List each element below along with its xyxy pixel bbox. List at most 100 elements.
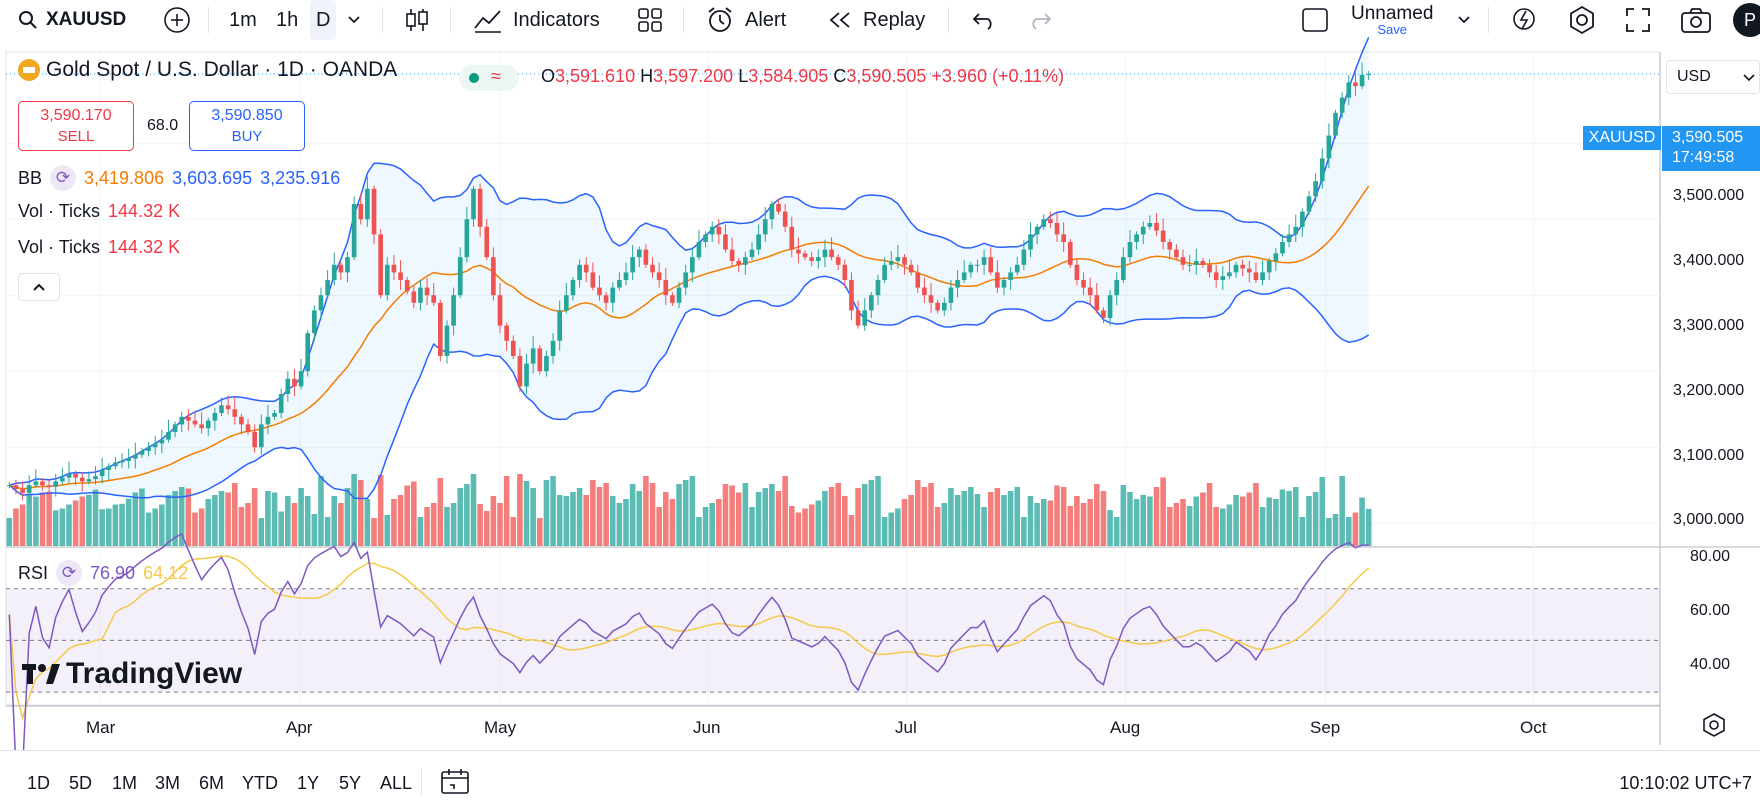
range-1m[interactable]: 1M [112,773,138,793]
price-tick: 3,000.000 [1673,511,1745,528]
candle-body [1266,261,1272,273]
interval-1h[interactable]: 1h [276,0,298,40]
volume-bar [802,508,808,546]
range-ytd[interactable]: YTD [242,773,278,793]
candle-body [93,476,98,480]
volume-legend[interactable]: Vol · Ticks 144.32 K [18,201,180,222]
candle-body [981,257,987,265]
volume-bar [1279,489,1286,546]
tradingview-logo[interactable]: TradingView [22,657,242,691]
buy-button[interactable]: 3,590.850 BUY [189,101,305,151]
templates-button[interactable] [637,0,663,40]
alert-button[interactable]: Alert [705,0,786,40]
interval-d[interactable]: D [310,0,337,40]
quick-search-button[interactable] [1510,0,1540,40]
candle-body [1140,226,1146,235]
candle-body [849,280,854,311]
candle-body [1134,234,1139,242]
volume-bar [251,488,258,546]
range-1d[interactable]: 1D [27,773,51,793]
candle-body [882,264,887,280]
candle-body [802,253,808,258]
candle-body [66,473,72,478]
gear-icon [1703,713,1725,737]
candle-body [902,257,907,265]
replay-button[interactable]: Replay [827,0,925,40]
layout-name-button[interactable]: Unnamed Save [1351,0,1433,40]
range-all[interactable]: ALL [380,773,413,793]
candle-body [99,470,105,477]
undo-button[interactable] [971,0,997,40]
candle-body [749,249,755,258]
candle-body [199,424,204,429]
volume-bar [470,474,477,546]
interval-dropdown[interactable] [347,0,361,40]
range-1y[interactable]: 1Y [297,773,320,793]
candle-body [119,460,125,463]
candle-body [166,432,171,440]
candle-body [106,466,112,470]
volume-bar [46,491,52,546]
volume-bar [391,499,397,546]
chart-type-button[interactable] [404,0,430,40]
volume-bar [1253,483,1259,546]
refresh-icon[interactable]: ⟳ [56,560,83,586]
volume-bar [543,480,550,546]
range-6m[interactable]: 6M [199,773,225,793]
candle-body [245,424,251,432]
price-tick: 3,400.000 [1673,252,1745,269]
candle-body [6,485,12,487]
timezone-clock[interactable]: 10:10:02 UTC+7 [1619,773,1752,793]
range-5d[interactable]: 5D [69,773,93,793]
currency-select[interactable]: USD [1666,60,1760,94]
gold-icon [18,59,40,81]
volume-legend[interactable]: Vol · Ticks 144.32 K [18,237,180,258]
layout-checkbox[interactable] [1301,0,1329,40]
volume-bar [1054,485,1060,546]
compare-button[interactable] [163,0,191,40]
range-5y[interactable]: 5Y [339,773,362,793]
volume-bar [165,495,172,546]
volume-bar [13,508,19,546]
candle-body [391,264,397,273]
candle-body [1048,219,1053,223]
market-status-pill[interactable]: ≈ [459,65,519,91]
volume-bar [331,496,338,546]
settings-button[interactable] [1567,0,1597,40]
volume-bar [198,508,205,546]
volume-bar [503,476,510,546]
candle-body [517,356,523,387]
fullscreen-button[interactable] [1625,0,1651,40]
user-avatar[interactable]: P [1733,0,1760,40]
collapse-legend-button[interactable] [18,273,60,301]
range-3m[interactable]: 3M [155,773,181,793]
symbol-legend[interactable]: Gold Spot / U.S. Dollar · 1D · OANDA [18,58,397,82]
volume-bar [377,475,384,546]
bollinger-legend[interactable]: BB ⟳ 3,419.806 3,603.695 3,235.916 [18,165,340,191]
candle-body [530,348,536,364]
redo-button[interactable] [1027,0,1053,40]
candle-body [948,287,954,303]
interval-1m[interactable]: 1m [229,0,257,40]
volume-bar [66,504,72,546]
volume-bar [1027,496,1034,546]
candle-body [212,413,218,421]
candle-body [888,261,894,265]
candle-body [557,310,563,341]
volume-bar [304,496,311,546]
indicators-button[interactable]: Indicators [473,0,600,40]
volume-bar [258,518,265,546]
volume-bar [119,503,125,546]
go-to-date-button[interactable] [440,767,470,800]
volume-bar [875,476,881,546]
layout-dropdown[interactable] [1457,0,1471,40]
symbol-search[interactable]: XAUUSD [18,0,126,40]
alarm-clock-icon [708,7,732,32]
indicators-icon [474,10,501,33]
sell-button[interactable]: 3,590.170 SELL [18,101,134,151]
refresh-icon[interactable]: ⟳ [50,165,77,191]
axis-settings-button[interactable] [1701,712,1727,743]
snapshot-button[interactable] [1680,0,1712,40]
rsi-legend[interactable]: RSI ⟳ 76.90 64.12 [18,560,188,586]
